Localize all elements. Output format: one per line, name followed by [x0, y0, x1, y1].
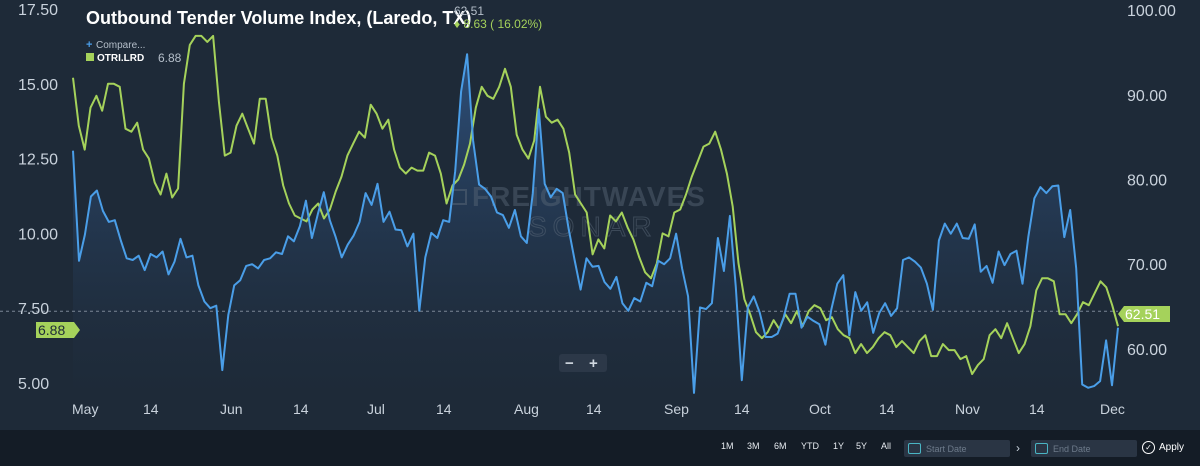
range-button-1m[interactable]: 1M — [721, 441, 734, 451]
compare-plus-icon[interactable]: + — [86, 39, 92, 51]
y-left-tick-label: 12.50 — [18, 152, 58, 169]
title-change: ♦ 8.63 ( 16.02%) — [454, 17, 542, 31]
x-tick-label: May — [72, 401, 98, 417]
x-tick-label: 14 — [586, 401, 602, 417]
otri-legend-marker — [86, 53, 94, 61]
y-right-tick-label: 90.00 — [1127, 88, 1167, 105]
x-tick-label: Nov — [955, 401, 980, 417]
y-right-tick-label: 80.00 — [1127, 173, 1167, 190]
left-value-badge: 6.88 — [36, 322, 80, 338]
zoom-in-button[interactable]: + — [589, 355, 598, 372]
compare-legend-label[interactable]: Compare... — [96, 40, 145, 51]
comparison-area-fill — [73, 54, 1118, 398]
watermark: FREIGHTWAVES SONAR — [451, 181, 706, 243]
calendar-icon — [1035, 443, 1048, 454]
zoom-out-button[interactable]: − — [565, 355, 574, 372]
x-tick-label: Sep — [664, 401, 689, 417]
date-range-arrow-icon: › — [1016, 441, 1020, 455]
y-right-tick-label: 70.00 — [1127, 257, 1167, 274]
chart: FREIGHTWAVES SONAR 17.50 15.00 12.50 10.00 7… — [0, 2, 1176, 417]
start-date-field[interactable]: Start Date — [904, 440, 1010, 457]
y-left-tick-label: 5.00 — [18, 376, 49, 393]
watermark-sonar: SONAR — [528, 211, 658, 242]
zoom-controls: − + — [559, 354, 607, 372]
x-tick-label: 14 — [293, 401, 309, 417]
y-left-tick-label: 15.00 — [18, 77, 58, 94]
right-value-badge: 62.51 — [1118, 306, 1170, 322]
calendar-icon — [908, 443, 921, 454]
x-tick-label: Dec — [1100, 401, 1125, 417]
right-value-badge-text: 62.51 — [1125, 306, 1160, 322]
apply-label: Apply — [1159, 442, 1185, 453]
y-right-tick-label: 100.00 — [1127, 3, 1176, 20]
otri-legend-value: 6.88 — [158, 51, 182, 65]
end-date-field[interactable]: End Date — [1031, 440, 1137, 457]
x-tick-label: Aug — [514, 401, 539, 417]
apply-button[interactable]: ✓ Apply — [1142, 441, 1184, 454]
bottom-toolbar — [0, 430, 1200, 466]
watermark-freightwaves: FREIGHTWAVES — [472, 181, 706, 212]
y-left-tick-label: 10.00 — [18, 226, 58, 243]
x-tick-label: 14 — [143, 401, 159, 417]
chart-title: Outbound Tender Volume Index, (Laredo, T… — [86, 8, 471, 28]
series-line-comparison — [72, 53, 1119, 394]
series-area — [73, 54, 1118, 398]
y-left-tick-label: 17.50 — [18, 2, 58, 19]
range-button-6m[interactable]: 6M — [774, 441, 787, 451]
end-date-placeholder: End Date — [1053, 443, 1091, 454]
range-button-5y[interactable]: 5Y — [856, 441, 868, 451]
x-tick-label: Jun — [220, 401, 243, 417]
otri-legend-label: OTRI.LRD — [97, 53, 144, 64]
x-tick-label: 14 — [1029, 401, 1045, 417]
x-tick-label: Oct — [809, 401, 831, 417]
x-tick-label: Jul — [367, 401, 385, 417]
range-button-1y[interactable]: 1Y — [833, 441, 845, 451]
start-date-placeholder: Start Date — [926, 443, 967, 454]
y-left-tick-label: 7.50 — [18, 301, 49, 318]
y-right-tick-label: 60.00 — [1127, 342, 1167, 359]
left-value-badge-text: 6.88 — [38, 322, 65, 338]
title-value: 62.51 — [454, 4, 484, 18]
series-line-otri-lrd — [72, 34, 1119, 376]
x-tick-label: 14 — [436, 401, 452, 417]
x-tick-label: 14 — [734, 401, 750, 417]
check-circle-icon: ✓ — [1142, 441, 1155, 454]
range-button-ytd[interactable]: YTD — [801, 441, 819, 451]
range-button-3m[interactable]: 3M — [747, 441, 760, 451]
x-tick-label: 14 — [879, 401, 895, 417]
range-button-all[interactable]: All — [881, 441, 892, 451]
legend: + Compare... OTRI.LRD 6.88 — [86, 39, 182, 65]
